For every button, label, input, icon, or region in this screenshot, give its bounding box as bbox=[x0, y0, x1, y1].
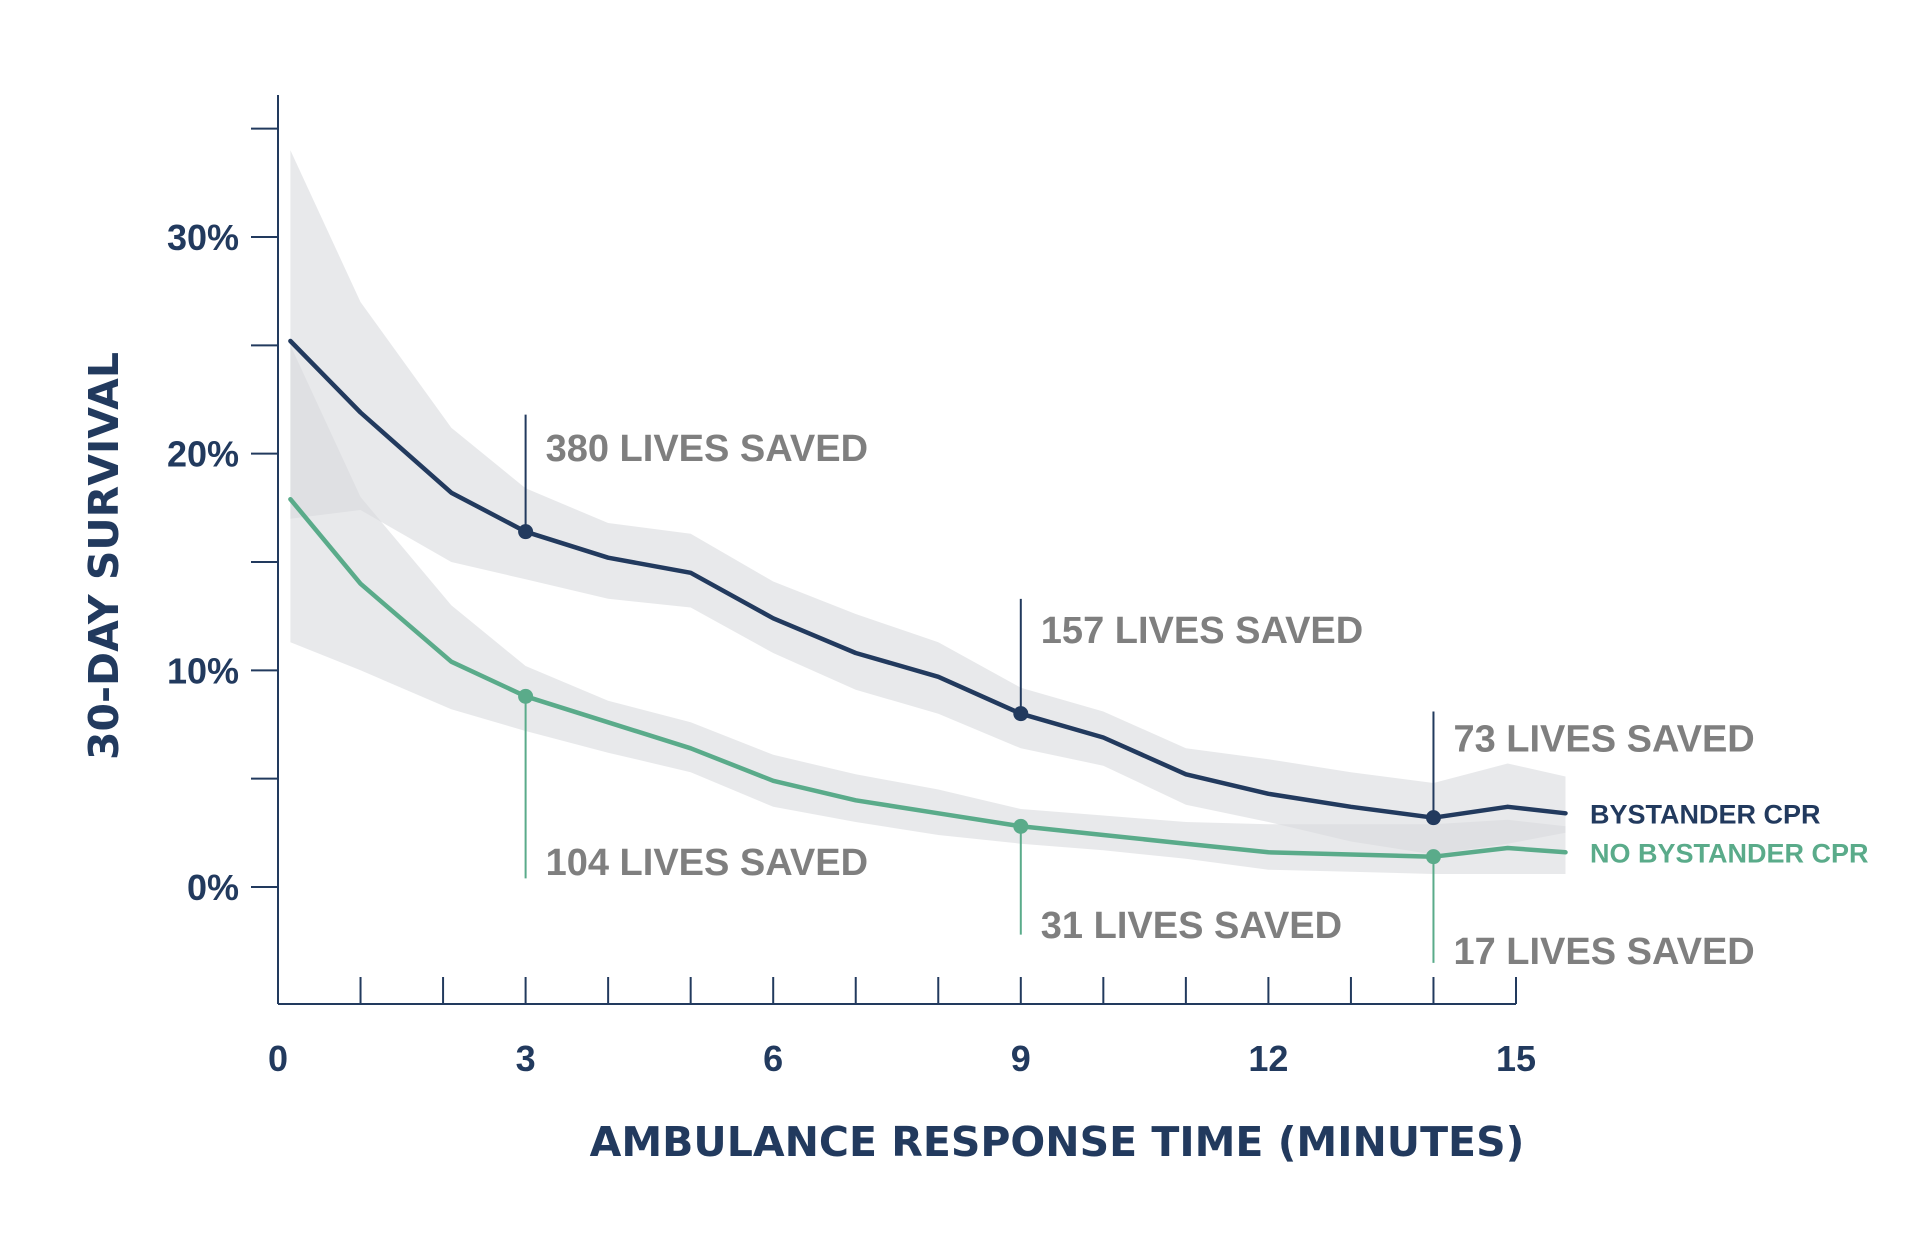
x-axis-title: AMBULANCE RESPONSE TIME (MINUTES) bbox=[590, 1118, 1525, 1166]
annotation-leader-lines bbox=[524, 414, 1435, 963]
y-tick-label: 30% bbox=[167, 217, 239, 258]
series-markers bbox=[518, 524, 1441, 865]
annotation-label: 31 LIVES SAVED bbox=[1041, 905, 1342, 947]
y-tick-label: 10% bbox=[167, 650, 239, 691]
x-tick-label: 9 bbox=[1011, 1038, 1031, 1079]
y-tick-label: 20% bbox=[167, 434, 239, 475]
series-lines bbox=[288, 338, 1568, 859]
annotation-label: 104 LIVES SAVED bbox=[546, 842, 868, 884]
annotation-label: 157 LIVES SAVED bbox=[1041, 610, 1363, 652]
chart-labels: AMBULANCE RESPONSE TIME (MINUTES) 30-DAY… bbox=[80, 217, 1869, 1166]
annotation-label: 380 LIVES SAVED bbox=[546, 428, 868, 470]
no_bystander-marker bbox=[1013, 818, 1029, 834]
bystander-confidence-band bbox=[290, 150, 1566, 855]
x-tick-label: 12 bbox=[1248, 1038, 1288, 1079]
x-tick-label: 6 bbox=[763, 1038, 783, 1079]
y-tick-label: 0% bbox=[187, 867, 239, 908]
x-tick-label: 3 bbox=[516, 1038, 536, 1079]
legend-entry-bystander: BYSTANDER CPR bbox=[1590, 799, 1821, 829]
annotation-label: 73 LIVES SAVED bbox=[1453, 719, 1754, 761]
x-tick-label: 0 bbox=[268, 1038, 288, 1079]
x-tick-label: 15 bbox=[1496, 1038, 1536, 1079]
no_bystander-marker bbox=[518, 688, 534, 704]
bystander-marker bbox=[1425, 810, 1441, 826]
legend-entry-no_bystander: NO BYSTANDER CPR bbox=[1590, 838, 1869, 868]
y-axis-title: 30-DAY SURVIVAL bbox=[80, 352, 128, 760]
axes bbox=[251, 95, 1517, 1005]
bystander-marker bbox=[1013, 706, 1029, 722]
annotation-label: 17 LIVES SAVED bbox=[1453, 931, 1754, 973]
no_bystander-confidence-band bbox=[290, 345, 1566, 874]
bystander-series-line bbox=[288, 338, 1568, 820]
no_bystander-marker bbox=[1425, 849, 1441, 865]
bystander-marker bbox=[518, 524, 534, 540]
no_bystander-series-line bbox=[288, 496, 1568, 859]
confidence-bands bbox=[290, 150, 1566, 874]
